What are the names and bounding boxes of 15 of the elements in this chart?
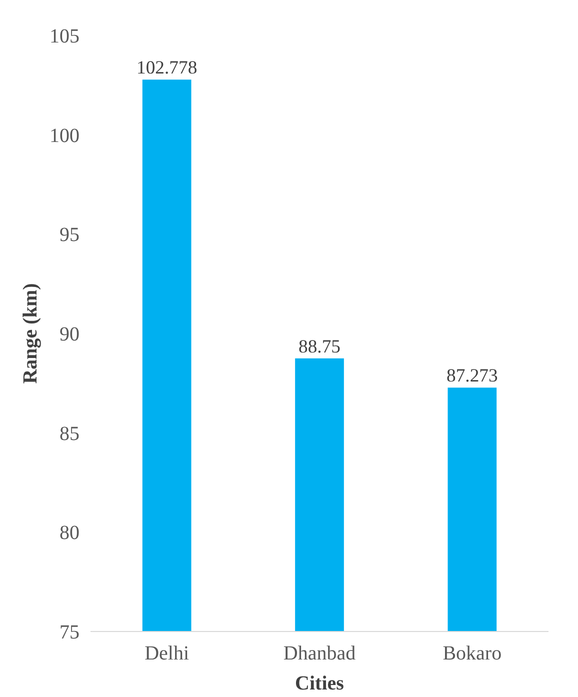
y-tick-label: 105 bbox=[50, 26, 80, 48]
y-tick-label: 90 bbox=[60, 324, 80, 346]
x-tick-label: Dhanbad bbox=[283, 642, 356, 664]
y-tick-label: 80 bbox=[60, 522, 80, 544]
data-label: 87.273 bbox=[446, 366, 498, 387]
y-axis-title: Range (km) bbox=[20, 283, 42, 384]
y-tick-label: 95 bbox=[60, 224, 80, 246]
x-tick-label: Delhi bbox=[144, 642, 190, 664]
data-label: 102.778 bbox=[136, 58, 198, 79]
x-axis-title: Cities bbox=[295, 672, 344, 694]
y-tick-label: 100 bbox=[50, 124, 80, 147]
y-tick-label: 75 bbox=[60, 622, 80, 644]
y-tick-label: 85 bbox=[60, 422, 80, 445]
data-label: 88.75 bbox=[298, 336, 340, 358]
x-tick-label: Bokaro bbox=[442, 642, 502, 664]
